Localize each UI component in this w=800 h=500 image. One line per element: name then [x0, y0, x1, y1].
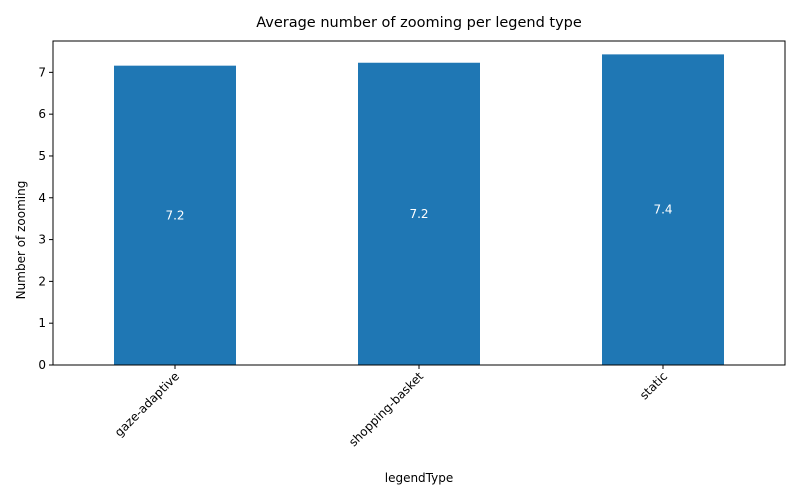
y-tick-label: 4 — [38, 191, 46, 205]
y-tick-label: 0 — [38, 358, 46, 372]
bar-value-label: 7.2 — [165, 208, 184, 222]
y-tick-label: 7 — [38, 65, 46, 79]
y-tick-label: 6 — [38, 107, 46, 121]
y-tick-label: 1 — [38, 316, 46, 330]
x-tick-label: gaze-adaptive — [112, 369, 182, 439]
x-axis: gaze-adaptive shopping-basket static — [112, 365, 670, 449]
y-tick-label: 2 — [38, 274, 46, 288]
bar — [358, 62, 480, 366]
x-tick-label: static — [637, 369, 670, 402]
bar-value-label: 7.4 — [653, 203, 672, 217]
bars — [114, 54, 724, 366]
chart-title: Average number of zooming per legend typ… — [256, 15, 582, 31]
data-labels: 7.2 7.2 7.4 — [165, 203, 672, 223]
bar — [114, 65, 236, 366]
bar — [602, 54, 724, 366]
plot-frame — [52, 40, 786, 366]
x-axis-label: legendType — [385, 471, 454, 485]
x-tick-label: shopping-basket — [346, 369, 426, 449]
y-tick-label: 3 — [38, 233, 46, 247]
y-axis-label: Number of zooming — [14, 181, 28, 300]
bar-value-label: 7.2 — [409, 207, 428, 221]
y-tick-label: 5 — [38, 149, 46, 163]
y-axis: 0 1 2 3 4 5 6 7 — [38, 65, 53, 372]
